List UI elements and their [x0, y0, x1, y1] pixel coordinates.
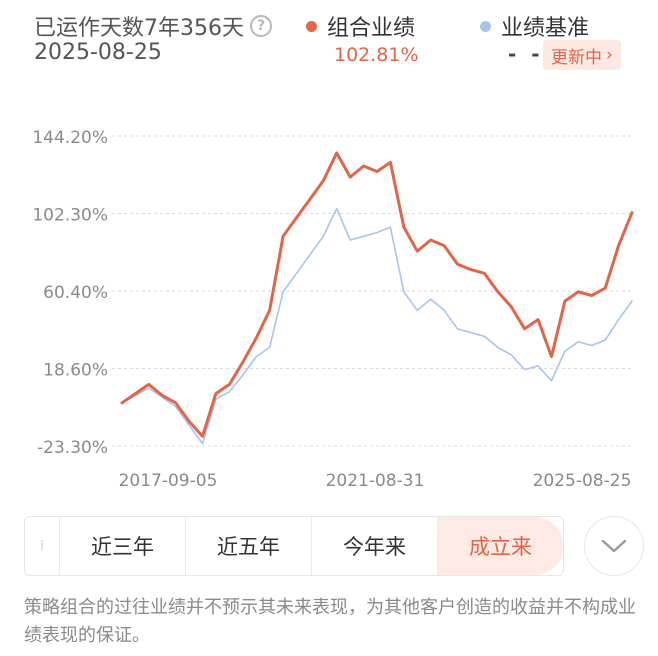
series-line-benchmark [121, 207, 633, 445]
tab-since-inception[interactable]: 成立来 [437, 517, 563, 575]
y-tick-label: 18.60% [43, 360, 108, 380]
portfolio-return-value: 102.81% [334, 44, 419, 66]
performance-chart[interactable]: 144.20% 102.30% 60.40% 18.60% -23.30% 2017-09… [0, 110, 658, 500]
legend-label-portfolio: 组合业绩 [327, 16, 416, 41]
more-periods-button[interactable] [584, 516, 644, 576]
summary-header: 已运作天数7年356天 ? 2025-08-25 组合业绩 102.81% 业绩… [0, 0, 658, 80]
legend-benchmark: 业绩基准 [480, 10, 589, 42]
drag-handle-icon[interactable]: ⁞ [39, 538, 45, 554]
period-tabs: ⁞ 近三年 近五年 今年来 成立来 [24, 516, 564, 576]
y-tick-label: 60.40% [43, 283, 108, 303]
chart-canvas: 144.20% 102.30% 60.40% 18.60% -23.30% 2017-09… [32, 128, 634, 491]
x-tick-label: 2017-09-05 [119, 471, 218, 491]
as-of-date: 2025-08-25 [34, 40, 162, 65]
running-days-label: 已运作天数7年356天 [34, 16, 244, 41]
tab-year-to-date[interactable]: 今年来 [311, 517, 437, 575]
tab-3-years[interactable]: 近三年 [59, 517, 185, 575]
benchmark-return-value: - - [508, 42, 544, 66]
legend-dot-benchmark [480, 20, 491, 32]
tab-5-years[interactable]: 近五年 [185, 517, 311, 575]
y-tick-label: 102.30% [32, 206, 108, 226]
updating-button[interactable]: 更新中 › [543, 40, 621, 70]
x-tick-label: 2021-08-31 [326, 471, 425, 491]
chevron-down-icon [601, 539, 627, 553]
running-days: 已运作天数7年356天 ? [34, 10, 272, 42]
legend-label-benchmark: 业绩基准 [501, 16, 590, 41]
legend-dot-portfolio [306, 20, 317, 32]
series-line-portfolio [120, 151, 634, 438]
question-circle-icon[interactable]: ? [250, 15, 272, 37]
updating-label: 更新中 [551, 47, 602, 68]
disclaimer-text: 策略组合的过往业绩并不预示其未来表现，为其他客户创造的收益并不构成业绩表现的保证… [24, 597, 636, 646]
chevron-right-icon: › [606, 45, 613, 65]
y-tick-label: 144.20% [32, 128, 108, 148]
x-tick-label: 2025-08-25 [533, 471, 632, 491]
legend-portfolio: 组合业绩 [306, 10, 415, 42]
y-tick-label: -23.30% [37, 438, 108, 458]
